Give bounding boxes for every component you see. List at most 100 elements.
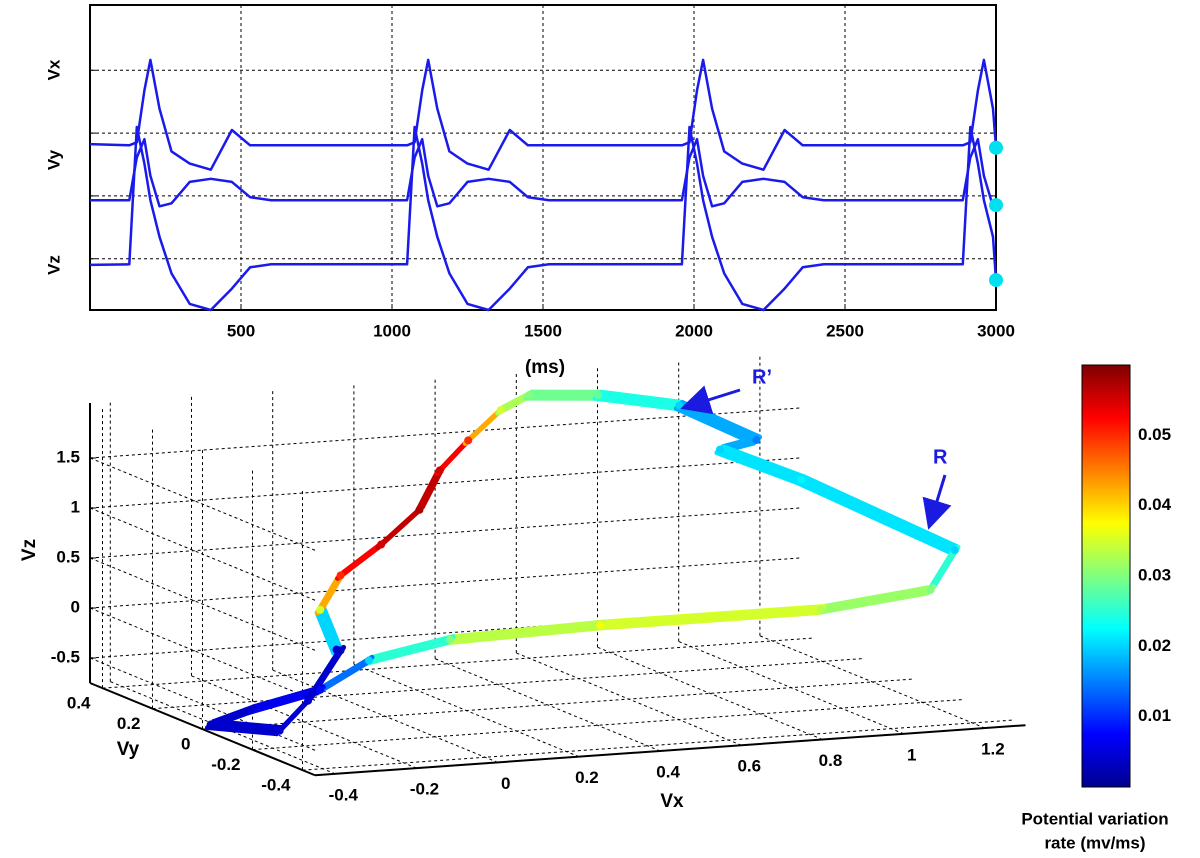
loop-segment bbox=[320, 654, 375, 690]
grid-line bbox=[89, 557, 316, 651]
grid-line bbox=[272, 669, 498, 763]
grid-line bbox=[597, 646, 823, 740]
colorbar-tick-label: 0.03 bbox=[1138, 565, 1171, 584]
x-tick-label: 0.4 bbox=[656, 762, 680, 781]
colorbar-tick-label: 0.04 bbox=[1138, 495, 1172, 514]
loop-point bbox=[415, 505, 424, 514]
loop-point bbox=[304, 696, 313, 705]
x-tick-label: 2500 bbox=[826, 321, 864, 340]
x-tick-label: 500 bbox=[227, 321, 255, 340]
x-tick-label: 1.2 bbox=[981, 740, 1005, 759]
loop-segment bbox=[211, 719, 286, 731]
loop-segment bbox=[798, 477, 958, 553]
loop-segment bbox=[795, 480, 955, 556]
loop-point bbox=[496, 406, 505, 415]
z-tick-label: -0.5 bbox=[51, 647, 80, 666]
x-tick-label: 1000 bbox=[373, 321, 411, 340]
top-chart: 500 1000 1500 2000 2500 3000 (ms) Vx Vy Vz bbox=[44, 4, 1015, 378]
grid-line bbox=[89, 457, 801, 509]
series-label: Vz bbox=[44, 255, 63, 275]
y-axis bbox=[89, 682, 316, 777]
loop-segment bbox=[308, 644, 347, 701]
end-marker bbox=[989, 140, 1003, 155]
loop-point bbox=[816, 605, 825, 614]
x-tick-label: 0.6 bbox=[737, 757, 761, 776]
grid-line bbox=[89, 507, 316, 601]
loop-point bbox=[435, 466, 444, 475]
x-tick-label: 3000 bbox=[977, 321, 1015, 340]
x-tick-label: -0.2 bbox=[410, 780, 439, 799]
y-tick-label: -0.4 bbox=[261, 776, 291, 795]
loop-segment bbox=[369, 634, 456, 660]
colorbar-label: Potential variation bbox=[1021, 809, 1168, 828]
x-tick-label: 1 bbox=[907, 745, 916, 764]
loop-segment bbox=[714, 450, 801, 486]
end-marker bbox=[989, 273, 1003, 288]
grid-line bbox=[89, 507, 801, 559]
loop-segment bbox=[673, 405, 756, 446]
x-tick-label: -0.4 bbox=[329, 785, 359, 804]
loop-segment bbox=[676, 402, 759, 443]
loop-point bbox=[206, 720, 215, 729]
loop-point bbox=[752, 436, 761, 445]
loop-point bbox=[464, 436, 473, 445]
y-tick-label: 0 bbox=[181, 735, 190, 754]
series-line bbox=[90, 137, 997, 208]
grid-line bbox=[434, 658, 661, 752]
series-line bbox=[89, 125, 998, 312]
loop-segment bbox=[600, 604, 827, 625]
loop-point bbox=[316, 605, 325, 614]
loop-segment bbox=[598, 389, 685, 405]
grid-line bbox=[89, 457, 316, 551]
x-axis-label: (ms) bbox=[525, 357, 565, 378]
colorbar-tick-label: 0.05 bbox=[1138, 425, 1171, 444]
grid-line bbox=[89, 657, 316, 751]
annotation: R bbox=[933, 446, 948, 468]
x-tick-label: 0 bbox=[501, 774, 510, 793]
loop-segment bbox=[592, 395, 679, 411]
loop-point bbox=[926, 585, 935, 594]
loop-segment bbox=[717, 447, 804, 483]
loop-segment bbox=[314, 610, 336, 656]
loop-point bbox=[594, 391, 603, 400]
z-axis-label: Vz bbox=[19, 539, 40, 561]
x-tick-label: 0.2 bbox=[575, 768, 599, 787]
loop-segment bbox=[801, 474, 961, 550]
loop-segment bbox=[447, 622, 603, 643]
loop-point bbox=[797, 475, 806, 484]
loop-segment bbox=[595, 392, 682, 408]
colorbar-tick-label: 0.01 bbox=[1138, 706, 1171, 725]
series-label: Vx bbox=[44, 59, 63, 80]
grid-line bbox=[102, 637, 814, 689]
bottom-chart: -0.4 -0.2 0 0.2 0.4 0.6 0.8 1 1.2 -0.4 -0.2 0 0.2 0.4… bbox=[19, 355, 1172, 852]
z-tick-label: 1 bbox=[71, 497, 80, 516]
y-tick-label: 0.2 bbox=[117, 714, 141, 733]
x-tick-label: 1500 bbox=[524, 321, 562, 340]
loop-segment bbox=[205, 725, 280, 737]
x-tick-label: 0.8 bbox=[819, 751, 843, 770]
end-marker bbox=[989, 198, 1003, 213]
x-tick-label: 2000 bbox=[675, 321, 713, 340]
z-tick-label: 0 bbox=[71, 597, 80, 616]
loop-point bbox=[364, 656, 373, 665]
loop-point bbox=[675, 401, 684, 410]
loop-point bbox=[377, 540, 386, 549]
annotation: R’ bbox=[752, 366, 772, 388]
y-axis-label: Vy bbox=[117, 739, 140, 760]
loop-point bbox=[950, 546, 959, 555]
loop-segment bbox=[208, 722, 283, 734]
y-tick-label: 0.4 bbox=[67, 694, 91, 713]
colorbar-tick-label: 0.02 bbox=[1138, 636, 1171, 655]
grid-line bbox=[191, 675, 417, 769]
grid-line bbox=[302, 719, 1014, 771]
x-axis-label: Vx bbox=[660, 791, 684, 812]
annotation-arrow bbox=[680, 385, 741, 415]
z-tick-label: 1.5 bbox=[56, 447, 80, 466]
loop-point bbox=[525, 391, 534, 400]
annotation-arrow bbox=[922, 474, 952, 530]
grid-line bbox=[89, 607, 801, 659]
loop-point bbox=[275, 726, 284, 735]
loop-segment bbox=[821, 584, 937, 610]
